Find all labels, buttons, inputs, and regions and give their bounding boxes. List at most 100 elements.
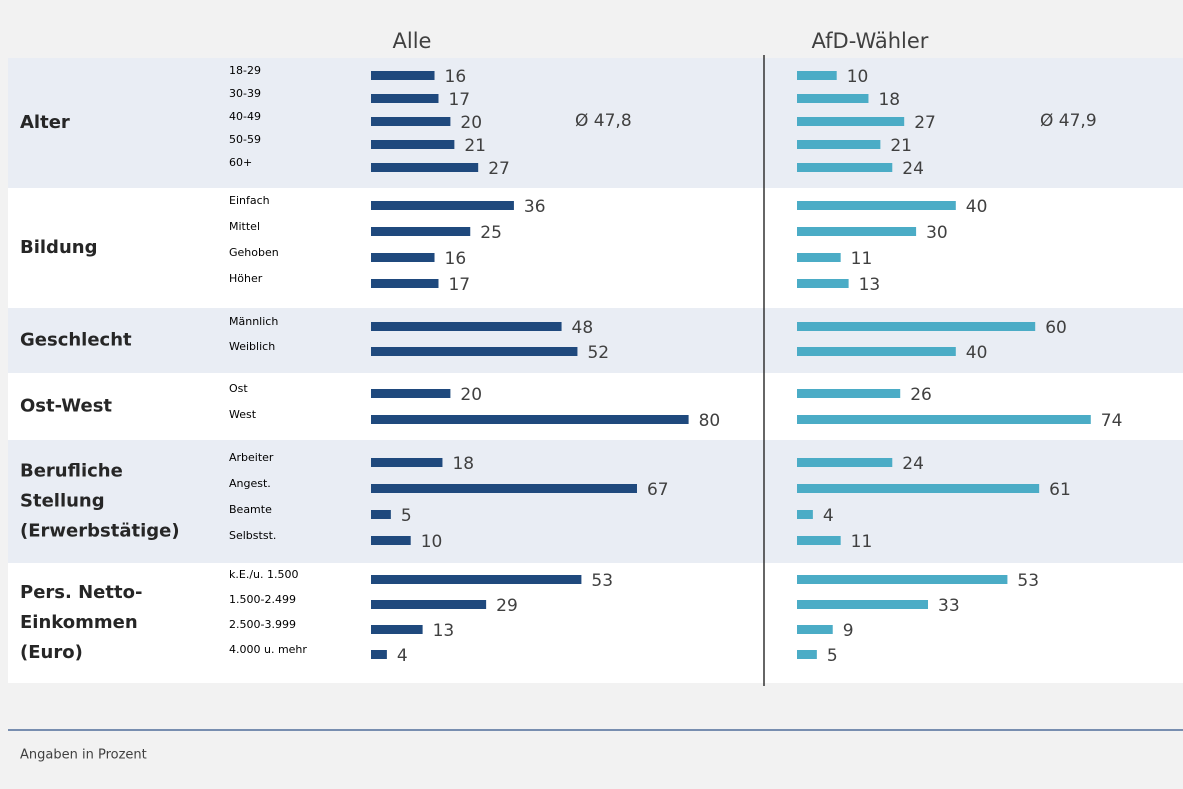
bar	[371, 389, 451, 398]
value-label: 80	[699, 411, 721, 431]
group-band	[8, 440, 1183, 563]
bar	[371, 163, 479, 172]
bar	[371, 510, 391, 519]
bar	[797, 140, 881, 149]
value-label: 9	[843, 621, 854, 641]
average-label: Ø 47,9	[1040, 111, 1097, 131]
bar	[797, 650, 817, 659]
bar	[371, 650, 387, 659]
average-label: Ø 47,8	[575, 111, 632, 131]
bar	[371, 322, 562, 331]
group-label: (Euro)	[20, 642, 83, 663]
bar	[797, 163, 893, 172]
value-label: 24	[902, 454, 924, 474]
group-band	[8, 373, 1183, 440]
bar	[371, 458, 443, 467]
group-band	[8, 188, 1183, 308]
bar	[797, 510, 813, 519]
value-label: 67	[647, 480, 669, 500]
value-label: 53	[591, 571, 613, 591]
bar	[371, 201, 514, 210]
value-label: 25	[480, 223, 502, 243]
value-label: 10	[847, 67, 869, 87]
value-label: 48	[572, 318, 594, 338]
bar	[371, 117, 451, 126]
value-label: 53	[1017, 571, 1039, 591]
bar	[797, 415, 1091, 424]
bar	[797, 201, 956, 210]
group-band	[8, 308, 1183, 373]
bar	[797, 347, 956, 356]
value-label: 29	[496, 596, 518, 616]
column-header: AfD-Wähler	[812, 29, 929, 53]
note: Angaben in Prozent	[20, 748, 147, 763]
value-label: 18	[878, 90, 900, 110]
group-label: Ost-West	[20, 396, 112, 417]
bar	[797, 71, 837, 80]
group-label: Alter	[20, 112, 70, 133]
category-label: 50-59	[229, 133, 261, 146]
value-label: 21	[464, 136, 486, 156]
bar	[371, 536, 411, 545]
category-label: West	[229, 408, 257, 421]
group-label: Pers. Netto-	[20, 582, 142, 603]
value-label: 5	[827, 646, 838, 666]
category-label: Mittel	[229, 220, 260, 233]
category-label: Gehoben	[229, 246, 279, 259]
category-label: Weiblich	[229, 340, 275, 353]
value-label: 33	[938, 596, 960, 616]
bar	[371, 347, 578, 356]
bar	[797, 117, 905, 126]
bar	[371, 140, 455, 149]
value-label: 4	[823, 506, 834, 526]
bar	[371, 253, 435, 262]
category-label: Beamte	[229, 503, 272, 516]
category-label: 60+	[229, 156, 252, 169]
category-label: Höher	[229, 272, 263, 285]
value-label: 17	[448, 90, 470, 110]
category-label: Männlich	[229, 315, 278, 328]
group-label: Einkommen	[20, 612, 138, 633]
bar	[371, 71, 435, 80]
bar	[797, 253, 841, 262]
category-label: Angest.	[229, 477, 271, 490]
value-label: 13	[433, 621, 455, 641]
bar	[797, 625, 833, 634]
group-label: Geschlecht	[20, 330, 132, 351]
category-label: Einfach	[229, 194, 270, 207]
bar	[797, 94, 869, 103]
bar	[797, 484, 1040, 493]
bar	[371, 94, 439, 103]
category-label: Arbeiter	[229, 451, 274, 464]
group-label: Stellung	[20, 491, 105, 512]
value-label: 4	[397, 646, 408, 666]
group-label: Bildung	[20, 237, 97, 258]
value-label: 17	[448, 275, 470, 295]
value-label: 20	[460, 113, 482, 133]
category-label: k.E./u. 1.500	[229, 568, 298, 581]
value-label: 27	[488, 159, 510, 179]
value-label: 13	[859, 275, 881, 295]
bar	[371, 484, 637, 493]
category-label: 18-29	[229, 64, 261, 77]
value-label: 40	[966, 343, 988, 363]
bar	[797, 322, 1036, 331]
value-label: 40	[966, 197, 988, 217]
value-label: 36	[524, 197, 546, 217]
value-label: 24	[902, 159, 924, 179]
bar	[371, 625, 423, 634]
category-label: 30-39	[229, 87, 261, 100]
value-label: 10	[421, 532, 443, 552]
value-label: 52	[587, 343, 609, 363]
bar	[797, 389, 901, 398]
category-label: 1.500-2.499	[229, 593, 296, 606]
bar	[797, 600, 929, 609]
bar	[371, 575, 582, 584]
bar	[371, 279, 439, 288]
category-label: Selbstst.	[229, 529, 276, 542]
value-label: 61	[1049, 480, 1071, 500]
value-label: 11	[851, 249, 873, 269]
bar	[797, 279, 849, 288]
value-label: 16	[445, 249, 467, 269]
